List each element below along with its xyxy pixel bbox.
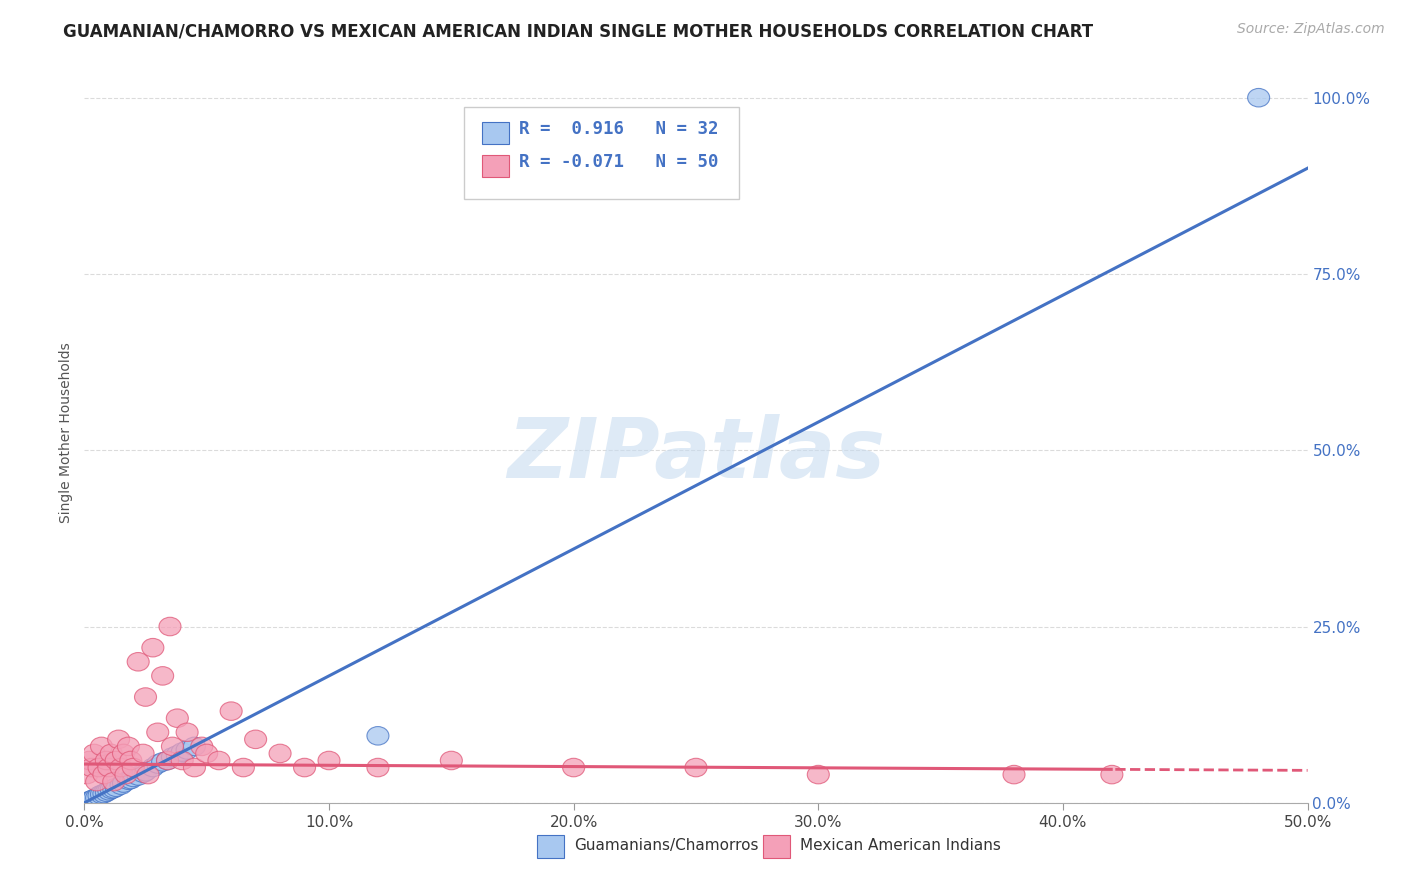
FancyBboxPatch shape xyxy=(464,107,738,200)
Ellipse shape xyxy=(76,793,98,812)
Ellipse shape xyxy=(110,758,132,777)
Ellipse shape xyxy=(76,765,98,784)
Y-axis label: Single Mother Households: Single Mother Households xyxy=(59,343,73,523)
Ellipse shape xyxy=(294,758,315,777)
Ellipse shape xyxy=(159,617,181,636)
Ellipse shape xyxy=(367,758,389,777)
Ellipse shape xyxy=(269,744,291,763)
Ellipse shape xyxy=(98,758,120,777)
Text: R = -0.071   N = 50: R = -0.071 N = 50 xyxy=(519,153,718,171)
Ellipse shape xyxy=(1247,88,1270,107)
Ellipse shape xyxy=(440,751,463,770)
Ellipse shape xyxy=(100,780,122,798)
Ellipse shape xyxy=(685,758,707,777)
Ellipse shape xyxy=(117,771,139,789)
Ellipse shape xyxy=(96,751,117,770)
Ellipse shape xyxy=(80,758,103,777)
Ellipse shape xyxy=(318,751,340,770)
Ellipse shape xyxy=(105,778,127,797)
Ellipse shape xyxy=(1101,765,1123,784)
Ellipse shape xyxy=(195,744,218,763)
Ellipse shape xyxy=(117,737,139,756)
Ellipse shape xyxy=(103,772,125,791)
Ellipse shape xyxy=(122,768,145,787)
Ellipse shape xyxy=(146,755,169,773)
Ellipse shape xyxy=(183,737,205,756)
Ellipse shape xyxy=(135,688,156,706)
Ellipse shape xyxy=(90,737,112,756)
Text: Source: ZipAtlas.com: Source: ZipAtlas.com xyxy=(1237,22,1385,37)
Text: GUAMANIAN/CHAMORRO VS MEXICAN AMERICAN INDIAN SINGLE MOTHER HOUSEHOLDS CORRELATI: GUAMANIAN/CHAMORRO VS MEXICAN AMERICAN I… xyxy=(63,22,1094,40)
Ellipse shape xyxy=(152,753,174,772)
FancyBboxPatch shape xyxy=(763,835,790,858)
Ellipse shape xyxy=(110,776,132,795)
FancyBboxPatch shape xyxy=(537,835,564,858)
Ellipse shape xyxy=(86,789,108,807)
Ellipse shape xyxy=(90,785,112,804)
Ellipse shape xyxy=(136,765,159,784)
Ellipse shape xyxy=(156,751,179,770)
Ellipse shape xyxy=(162,737,183,756)
Ellipse shape xyxy=(93,765,115,784)
Ellipse shape xyxy=(83,789,105,808)
Ellipse shape xyxy=(96,783,117,802)
Ellipse shape xyxy=(79,751,100,770)
Ellipse shape xyxy=(79,791,100,810)
Ellipse shape xyxy=(146,723,169,741)
Ellipse shape xyxy=(83,744,105,763)
Ellipse shape xyxy=(152,666,174,685)
Text: ZIPatlas: ZIPatlas xyxy=(508,414,884,495)
FancyBboxPatch shape xyxy=(482,155,509,178)
Ellipse shape xyxy=(135,763,156,781)
Ellipse shape xyxy=(132,764,155,782)
Ellipse shape xyxy=(86,772,108,791)
Ellipse shape xyxy=(807,765,830,784)
Ellipse shape xyxy=(120,771,142,789)
Ellipse shape xyxy=(166,746,188,764)
Ellipse shape xyxy=(115,765,136,784)
Ellipse shape xyxy=(105,751,127,770)
Ellipse shape xyxy=(183,758,205,777)
Ellipse shape xyxy=(172,751,193,770)
Ellipse shape xyxy=(122,758,145,777)
Ellipse shape xyxy=(232,758,254,777)
Ellipse shape xyxy=(103,780,125,798)
Ellipse shape xyxy=(166,709,188,728)
Ellipse shape xyxy=(162,747,183,766)
Text: Guamanians/Chamorros: Guamanians/Chamorros xyxy=(574,838,758,854)
Ellipse shape xyxy=(132,744,155,763)
Ellipse shape xyxy=(93,784,115,803)
Ellipse shape xyxy=(562,758,585,777)
Ellipse shape xyxy=(208,751,231,770)
Ellipse shape xyxy=(127,767,149,785)
Ellipse shape xyxy=(176,740,198,759)
Ellipse shape xyxy=(100,744,122,763)
Text: R =  0.916   N = 32: R = 0.916 N = 32 xyxy=(519,120,718,138)
Ellipse shape xyxy=(127,653,149,671)
Ellipse shape xyxy=(156,751,179,770)
Ellipse shape xyxy=(245,730,267,748)
Ellipse shape xyxy=(142,639,165,657)
Ellipse shape xyxy=(89,758,110,777)
FancyBboxPatch shape xyxy=(482,122,509,144)
Ellipse shape xyxy=(1002,765,1025,784)
Ellipse shape xyxy=(80,790,103,809)
Ellipse shape xyxy=(112,773,135,792)
Ellipse shape xyxy=(89,787,110,805)
Ellipse shape xyxy=(172,743,193,761)
Ellipse shape xyxy=(221,702,242,721)
Ellipse shape xyxy=(367,727,389,745)
Ellipse shape xyxy=(191,737,212,756)
Ellipse shape xyxy=(98,781,120,800)
Text: Mexican American Indians: Mexican American Indians xyxy=(800,838,1001,854)
Ellipse shape xyxy=(108,730,129,748)
Ellipse shape xyxy=(120,751,142,770)
Ellipse shape xyxy=(142,758,165,777)
Ellipse shape xyxy=(176,723,198,741)
Ellipse shape xyxy=(112,744,135,763)
